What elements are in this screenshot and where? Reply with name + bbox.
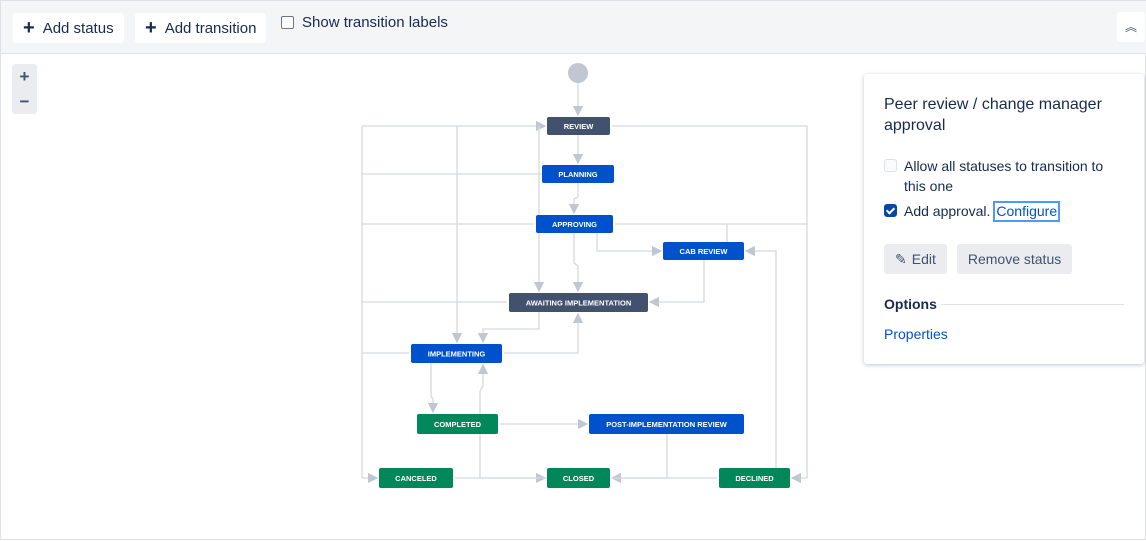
transition-edge[interactable] — [504, 312, 584, 354]
transition-edge[interactable] — [596, 233, 663, 257]
chevron-double-up-icon[interactable]: ︽ — [1117, 12, 1145, 42]
transition-edge[interactable] — [612, 125, 808, 484]
status-box[interactable] — [719, 468, 790, 488]
add-approval-label: Add approval. — [904, 203, 991, 219]
status-label: AWAITING IMPLEMENTATION — [526, 299, 632, 308]
zoom-controls: + − — [12, 64, 37, 114]
status-label: COMPLETED — [434, 420, 482, 429]
status-node-planning[interactable]: PLANNING — [542, 165, 614, 183]
add-approval-option[interactable]: Add approval. Configure — [884, 201, 1124, 222]
transition-edge[interactable] — [610, 434, 668, 484]
edit-label: Edit — [911, 251, 936, 267]
status-label: DECLINED — [735, 474, 774, 483]
add-approval-checkbox[interactable] — [884, 204, 897, 217]
status-box[interactable] — [542, 165, 614, 183]
properties-link[interactable]: Properties — [884, 326, 948, 342]
status-label: CAB REVIEW — [680, 247, 729, 256]
panel-title: Peer review / change manager approval — [884, 96, 1102, 134]
divider — [940, 303, 1124, 305]
status-node-approving[interactable]: APPROVING — [536, 215, 613, 233]
add-transition-button[interactable]: + Add transition — [135, 13, 267, 43]
status-properties-panel: Peer review / change manager approval Al… — [864, 74, 1144, 364]
pencil-icon: ✎ — [895, 250, 907, 267]
status-node-awaiting-implementation[interactable]: AWAITING IMPLEMENTATION — [509, 293, 648, 312]
status-label: CLOSED — [563, 474, 595, 483]
allow-all-option[interactable]: Allow all statuses to transition to this… — [884, 156, 1124, 196]
status-node-canceled[interactable]: CANCELED — [379, 468, 453, 488]
transition-edge[interactable] — [744, 245, 777, 468]
status-node-completed[interactable]: COMPLETED — [417, 414, 498, 434]
status-label: CANCELED — [395, 474, 437, 483]
checkbox-box[interactable] — [281, 16, 294, 29]
allow-all-checkbox[interactable] — [884, 159, 897, 172]
status-box[interactable] — [411, 344, 502, 363]
status-label: PLANNING — [558, 170, 597, 179]
status-box[interactable] — [417, 414, 498, 434]
status-label: POST-IMPLEMENTATION REVIEW — [606, 420, 727, 429]
status-label: IMPLEMENTING — [428, 350, 486, 359]
status-node-cab-review[interactable]: CAB REVIEW — [663, 242, 744, 260]
remove-status-button[interactable]: Remove status — [956, 244, 1073, 274]
status-box[interactable] — [547, 468, 610, 488]
status-node-review[interactable]: REVIEW — [547, 117, 610, 135]
status-box[interactable] — [536, 215, 613, 233]
status-node-declined[interactable]: DECLINED — [719, 468, 790, 488]
transition-edge[interactable] — [572, 233, 584, 293]
transition-edge[interactable] — [568, 183, 580, 215]
toolbar: + Add status + Add transition Show transit… — [1, 1, 1146, 54]
status-node-post-implementation-review[interactable]: POST-IMPLEMENTATION REVIEW — [589, 414, 744, 434]
allow-all-label: Allow all statuses to transition to this… — [904, 158, 1104, 194]
zoom-out-button[interactable]: − — [19, 92, 30, 111]
transition-edge[interactable] — [427, 363, 439, 414]
status-box[interactable] — [379, 468, 453, 488]
status-label: REVIEW — [564, 122, 595, 131]
add-status-button[interactable]: + Add status — [13, 13, 124, 43]
options-heading: Options — [884, 296, 1124, 312]
show-labels-text: Show transition labels — [302, 14, 448, 31]
zoom-in-button[interactable]: + — [19, 67, 30, 86]
status-box[interactable] — [509, 293, 648, 312]
transition-edge[interactable] — [479, 434, 547, 484]
configure-link[interactable]: Configure — [993, 201, 1061, 222]
transition-edge[interactable] — [477, 312, 540, 344]
edit-button[interactable]: ✎ Edit — [884, 244, 947, 274]
status-node-implementing[interactable]: IMPLEMENTING — [411, 344, 502, 363]
add-transition-label: Add transition — [164, 19, 257, 37]
start-node[interactable] — [568, 63, 588, 83]
options-label: Options — [884, 296, 937, 312]
transition-edge[interactable] — [477, 363, 489, 414]
status-box[interactable] — [547, 117, 610, 135]
show-transition-labels-checkbox[interactable]: Show transition labels — [281, 14, 448, 31]
transition-edge[interactable] — [361, 126, 379, 484]
status-box[interactable] — [589, 414, 744, 434]
status-node-closed[interactable]: CLOSED — [547, 468, 610, 488]
plus-icon: + — [145, 17, 157, 39]
status-label: APPROVING — [552, 220, 597, 229]
transition-edge[interactable] — [648, 260, 705, 308]
status-box[interactable] — [663, 242, 744, 260]
plus-icon: + — [23, 17, 35, 39]
add-status-label: Add status — [42, 19, 114, 37]
